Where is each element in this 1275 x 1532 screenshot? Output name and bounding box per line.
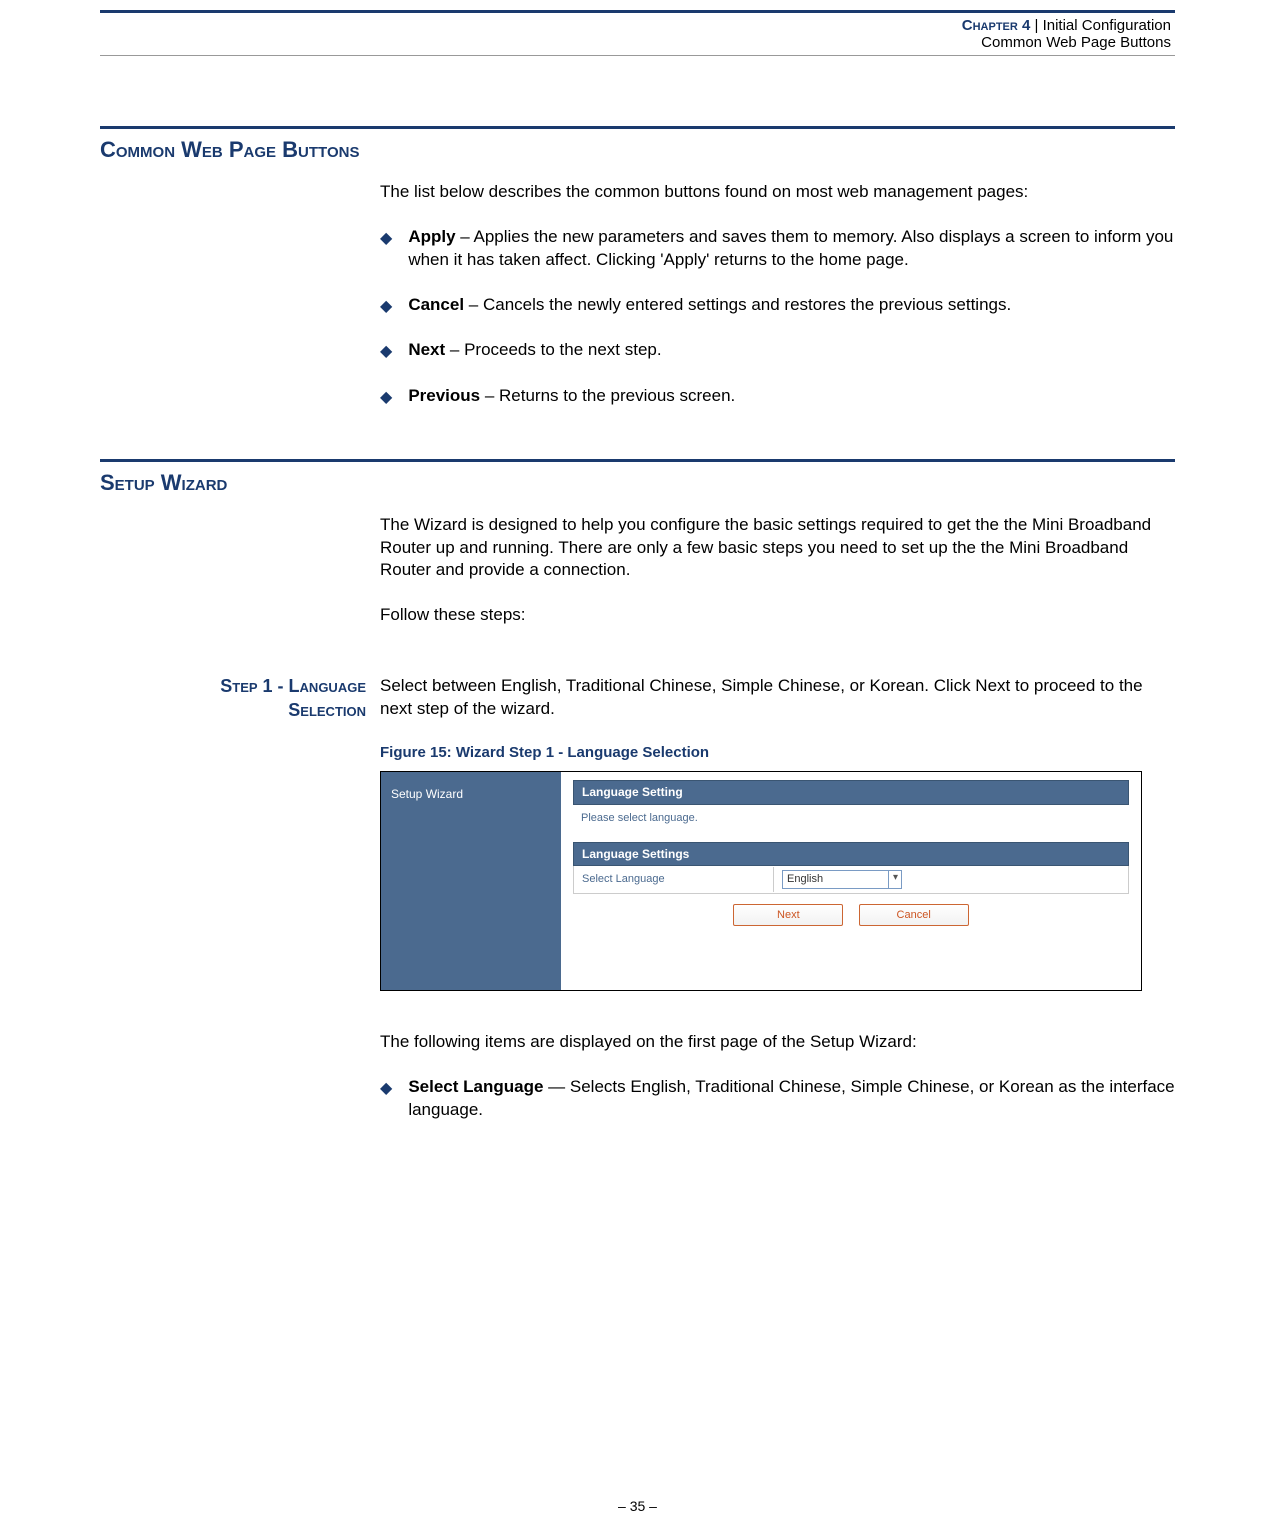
section-rule-2 [100,459,1175,462]
header-sep: | [1030,17,1042,34]
wizard-row-label: Select Language [574,867,774,892]
step1-side-line1: Step 1 - Language [100,675,366,698]
language-select[interactable]: English [782,870,902,889]
header-subtitle: Common Web Page Buttons [100,34,1175,51]
step1-body: Select between English, Traditional Chin… [380,675,1175,721]
bullet-cancel-bold: Cancel [408,295,464,314]
diamond-icon: ◆ [380,387,392,409]
bullet-previous: ◆ Previous – Returns to the previous scr… [380,385,1175,409]
step1-side-heading: Step 1 - Language Selection [100,675,380,1144]
wizard-sidebar-label: Setup Wizard [391,787,463,801]
wizard-buttons: Next Cancel [573,894,1129,927]
section-heading-setup-wizard: Setup Wizard [100,470,1175,496]
section2-para2: Follow these steps: [380,604,1175,627]
bullet-apply-bold: Apply [408,227,455,246]
bullet-next-bold: Next [408,340,445,359]
header-chapter: Chapter 4 [962,17,1031,34]
bullet-select-language: ◆ Select Language — Selects English, Tra… [380,1076,1175,1122]
bullet-next-text: – Proceeds to the next step. [445,340,661,359]
wizard-row-select-language: Select Language English [573,866,1129,894]
section2-para1: The Wizard is designed to help you confi… [380,514,1175,583]
bullet-previous-text: – Returns to the previous screen. [480,386,735,405]
page-number: – 35 – [0,1498,1275,1514]
bullet-cancel-text: – Cancels the newly entered settings and… [464,295,1011,314]
wizard-sidebar: Setup Wizard [381,772,561,990]
header-line-1: Chapter 4 | Initial Configuration [100,17,1175,34]
diamond-icon: ◆ [380,296,392,318]
section-rule-1 [100,126,1175,129]
header-bottom-rule [100,55,1175,56]
bullet-previous-bold: Previous [408,386,480,405]
bullet-select-language-bold: Select Language [408,1077,543,1096]
wizard-header-language-settings: Language Settings [573,842,1129,866]
bullet-apply-text: – Applies the new parameters and saves t… [408,227,1173,269]
figure-15-box: Setup Wizard Language Setting Please sel… [380,771,1142,991]
header-title: Initial Configuration [1043,17,1171,34]
wizard-header-language-setting: Language Setting [573,780,1129,804]
figure-15-caption: Figure 15: Wizard Step 1 - Language Sele… [380,743,1175,763]
step1-after-figure: The following items are displayed on the… [380,1031,1175,1054]
wizard-next-button[interactable]: Next [733,904,843,927]
wizard-main: Language Setting Please select language.… [561,772,1141,990]
diamond-icon: ◆ [380,1078,392,1122]
bullet-cancel: ◆ Cancel – Cancels the newly entered set… [380,294,1175,318]
section-heading-common-buttons: Common Web Page Buttons [100,137,1175,163]
diamond-icon: ◆ [380,228,392,272]
section1-intro: The list below describes the common butt… [380,181,1175,204]
wizard-cancel-button[interactable]: Cancel [859,904,969,927]
bullet-next: ◆ Next – Proceeds to the next step. [380,339,1175,363]
diamond-icon: ◆ [380,341,392,363]
wizard-subtext: Please select language. [573,805,1129,836]
header-top-rule [100,10,1175,13]
bullet-apply: ◆ Apply – Applies the new parameters and… [380,226,1175,272]
step1-side-line2: Selection [100,699,366,722]
